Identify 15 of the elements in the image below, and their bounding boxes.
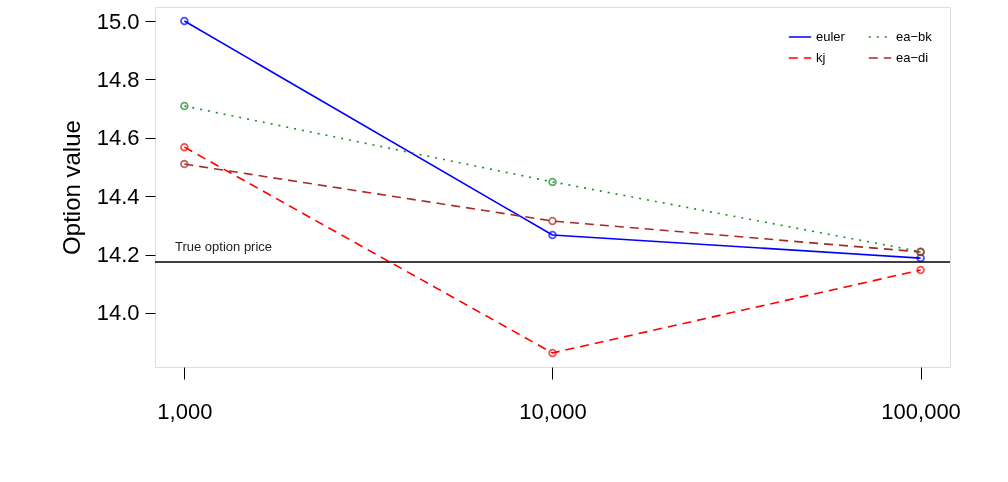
y-tick-label: 14.2	[96, 242, 140, 268]
y-tick-label: 15.0	[96, 8, 140, 34]
x-tick-label: 100,000	[881, 398, 961, 424]
legend-label: euler	[816, 29, 846, 44]
y-tick-label: 14.0	[96, 300, 140, 326]
legend-label: ea−bk	[896, 29, 933, 44]
y-axis-title: Option value	[57, 120, 85, 255]
legend-label: ea−di	[896, 50, 929, 65]
x-tick-label: 1,000	[157, 398, 213, 424]
y-tick-label: 14.6	[96, 125, 140, 151]
y-tick-label: 14.4	[96, 183, 140, 209]
ref-line-label: True option price	[175, 238, 273, 254]
y-tick-label: 14.8	[96, 66, 140, 92]
legend-label: kj	[816, 50, 826, 65]
x-tick-label: 10,000	[519, 398, 587, 424]
